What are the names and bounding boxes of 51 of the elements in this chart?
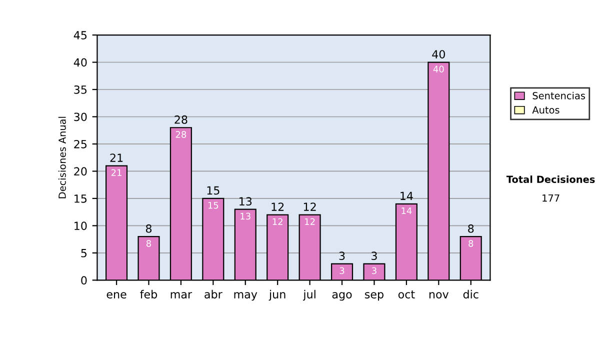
y-tick-label: 45 bbox=[74, 31, 87, 40]
total-label: 13 bbox=[240, 197, 252, 206]
total-label: 14 bbox=[400, 192, 413, 200]
x-tick-label: dic bbox=[463, 290, 478, 298]
data-label: 40 bbox=[433, 66, 444, 73]
total-label: 12 bbox=[272, 202, 284, 211]
text: 177 bbox=[542, 194, 560, 202]
x-tick-label: mar bbox=[170, 292, 192, 298]
x-tick-label: jun bbox=[268, 290, 286, 301]
total-label: 8 bbox=[468, 224, 474, 233]
data-label: 13 bbox=[240, 212, 250, 220]
data-label: 14 bbox=[402, 207, 412, 214]
x-tick-label: oct bbox=[398, 290, 415, 298]
y-tick-label: 10 bbox=[74, 222, 87, 230]
data-label: 3 bbox=[340, 267, 344, 274]
y-tick-label: 35 bbox=[74, 85, 87, 94]
total-label: 15 bbox=[207, 186, 220, 195]
y-tick-label: 5 bbox=[81, 249, 87, 258]
y-tick-label: 20 bbox=[74, 167, 87, 176]
x-tick-label: nov bbox=[429, 292, 449, 298]
data-label: 12 bbox=[272, 218, 282, 225]
data-label: 15 bbox=[208, 202, 218, 209]
data-label: 3 bbox=[372, 267, 376, 274]
text: Total Decisiones bbox=[506, 175, 595, 184]
total-label: 3 bbox=[339, 252, 345, 260]
y-tick-label: 30 bbox=[74, 112, 87, 122]
data-label: 8 bbox=[468, 240, 474, 247]
y-tick-label: 15 bbox=[74, 194, 87, 203]
x-tick-label: ago bbox=[332, 292, 352, 301]
x-tick-label: may bbox=[234, 292, 258, 301]
total-label: 28 bbox=[174, 115, 188, 124]
data-label: 28 bbox=[176, 131, 186, 138]
x-tick-label: jul bbox=[303, 290, 316, 301]
y-tick-label: 40 bbox=[74, 58, 87, 67]
x-tick-label: ene bbox=[106, 292, 126, 298]
data-label: 8 bbox=[146, 240, 151, 247]
data-label: 21 bbox=[111, 169, 122, 176]
x-tick-label: abr bbox=[204, 290, 222, 298]
legend-label: Autos bbox=[532, 106, 560, 114]
total-label: 12 bbox=[304, 202, 316, 211]
y-axis-title: Decisiones Anual bbox=[58, 116, 66, 198]
total-label: 8 bbox=[146, 224, 152, 233]
data-label: 12 bbox=[305, 218, 315, 225]
total-label: 3 bbox=[372, 252, 377, 260]
legend-label: Sentencias bbox=[532, 92, 586, 100]
y-tick-label: 0 bbox=[81, 276, 87, 285]
y-tick-label: 25 bbox=[74, 140, 87, 148]
x-tick-label: feb bbox=[140, 290, 158, 298]
total-label: 21 bbox=[110, 154, 123, 162]
x-tick-label: sep bbox=[364, 292, 384, 301]
total-label: 40 bbox=[432, 50, 445, 58]
